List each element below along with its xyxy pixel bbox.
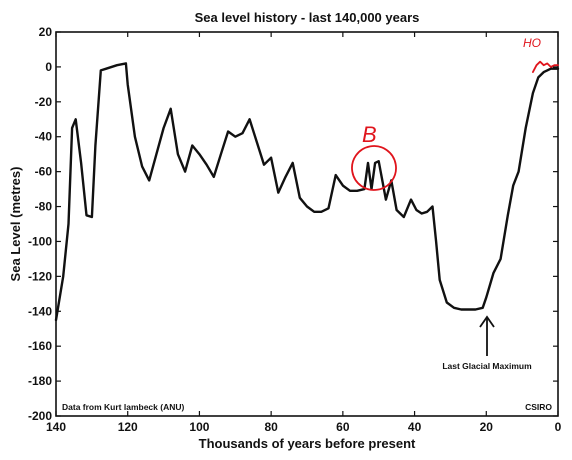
y-axis-ticks: 20 0 -20 -40 -60 -80 -100 -120 -140 -160 -180 -200 — [28, 25, 558, 423]
y-tick-label: -20 — [35, 95, 53, 109]
sea-level-line — [54, 62, 560, 322]
y-axis-title: Sea Level (metres) — [8, 167, 23, 282]
x-tick-label: 100 — [189, 420, 209, 434]
lgm-label: Last Glacial Maximum — [442, 361, 532, 371]
x-tick-label: 20 — [480, 420, 494, 434]
credit-note: CSIRO — [525, 402, 552, 412]
lgm-arrow — [479, 315, 495, 356]
y-tick-label: -100 — [28, 234, 52, 248]
mark-b-circle — [351, 145, 397, 191]
y-tick-label: -200 — [28, 409, 52, 423]
series-layer — [54, 60, 560, 322]
x-tick-label: 40 — [408, 420, 422, 434]
x-tick-label: 60 — [336, 420, 350, 434]
y-tick-label: -40 — [35, 130, 53, 144]
y-tick-label: -80 — [35, 200, 53, 214]
x-tick-label: 120 — [118, 420, 138, 434]
y-tick-label: -60 — [35, 165, 53, 179]
y-tick-label: 20 — [39, 25, 53, 39]
x-axis-ticks: 140 120 100 80 60 40 20 0 — [46, 32, 562, 434]
x-axis-title: Thousands of years before present — [199, 436, 416, 451]
mark-b-label: B — [362, 122, 377, 147]
y-tick-label: -140 — [28, 304, 52, 318]
x-tick-label: 0 — [555, 420, 562, 434]
y-tick-label: -120 — [28, 269, 52, 283]
mark-ho-label: HO — [523, 36, 541, 50]
chart-title: Sea level history - last 140,000 years — [195, 10, 420, 25]
red-overlay-line — [532, 60, 559, 73]
plot-frame — [55, 31, 559, 417]
x-tick-label: 80 — [264, 420, 278, 434]
y-tick-label: -160 — [28, 339, 52, 353]
y-tick-label: 0 — [45, 60, 52, 74]
y-tick-label: -180 — [28, 374, 52, 388]
x-tick-label: 140 — [46, 420, 66, 434]
source-note: Data from Kurt lambeck (ANU) — [62, 402, 184, 412]
